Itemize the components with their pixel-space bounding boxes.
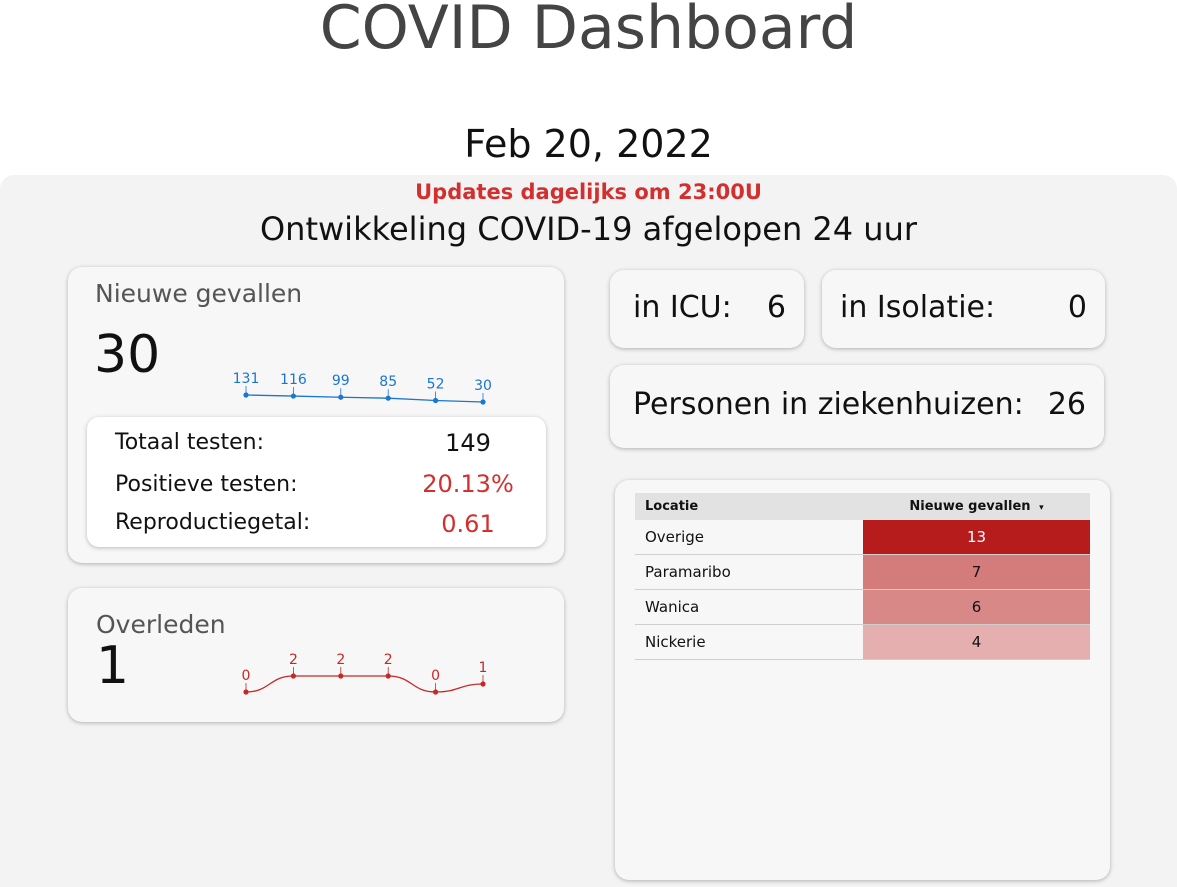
sparkline-label: 131 [233,371,260,387]
table-header-row: Locatie Nieuwe gevallen ▾ [635,493,1090,520]
report-date: Feb 20, 2022 [464,122,713,166]
new-cases-sparkline: 131 116 99 85 52 30 [233,371,492,405]
location-cases: 6 [863,589,1090,625]
sparkline-label: 116 [280,372,307,388]
sparkline-point [243,689,249,695]
sparkline-point [338,673,344,679]
location-cases: 13 [863,520,1090,555]
column-location-label: Locatie [645,499,699,514]
icu-card: in ICU: 6 [610,270,804,348]
sparkline-point [338,394,344,400]
sparkline-label: 1 [479,660,488,676]
sparkline-path [245,394,484,403]
locations-table: Locatie Nieuwe gevallen ▾ Overige 13 Par… [635,493,1090,660]
sparkline-point [385,395,391,401]
location-name: Wanica [635,589,863,625]
sparkline-label: 52 [427,376,445,392]
location-name: Overige [635,520,863,555]
page-title: COVID Dashboard [319,0,858,63]
hospital-value: 26 [1047,387,1086,422]
location-name: Nickerie [635,624,863,660]
hospital-card: Personen in ziekenhuizen: 26 [610,365,1104,448]
reproduction-label: Reproductiegetal: [115,510,311,535]
table-row: Nickerie 4 [635,624,1090,660]
total-tests-label: Totaal testen: [115,430,264,455]
deaths-value: 1 [96,636,130,696]
icu-label: in ICU: [633,290,732,325]
location-cases: 4 [863,624,1090,660]
deaths-sparkline: 0 2 2 2 0 1 [242,652,488,695]
tests-card: Totaal testen: 149 Positieve testen: 20.… [87,417,546,547]
sparkline-label: 0 [242,668,251,684]
table-row: Paramaribo 7 [635,554,1090,590]
sparkline-path [245,675,484,693]
sparkline-point [290,393,296,399]
hospital-label: Personen in ziekenhuizen: [633,387,1024,422]
reproduction-value: 0.61 [441,510,495,538]
positive-tests-value: 20.13% [422,470,514,498]
section-subtitle: Ontwikkeling COVID-19 afgelopen 24 uur [259,210,917,248]
sparkline-label: 30 [474,378,492,394]
isolation-value: 0 [1067,290,1087,325]
location-cases: 7 [863,554,1090,590]
sparkline-label: 2 [336,652,345,668]
sparkline-point [433,397,439,404]
sparkline-point [290,673,296,679]
new-cases-card: Nieuwe gevallen 30 131 116 99 85 52 30 Totaal… [68,267,564,563]
table-row: Overige 13 [635,520,1090,555]
column-header-location[interactable]: Locatie [635,493,863,520]
sparkline-point [243,392,249,398]
isolation-card: in Isolatie: 0 [822,270,1105,348]
sparkline-label: 85 [379,374,397,390]
deaths-label: Overleden [96,610,226,639]
new-cases-label: Nieuwe gevallen [95,279,303,308]
sparkline-point [433,689,439,695]
sort-descending-icon[interactable]: ▾ [1039,503,1044,513]
positive-tests-label: Positieve testen: [115,472,298,497]
deaths-card: Overleden 1 0 2 2 2 0 1 [68,588,564,722]
table-row: Wanica 6 [635,589,1090,625]
column-cases-label: Nieuwe gevallen [909,499,1031,514]
sparkline-label: 0 [431,668,440,684]
total-tests-value: 149 [445,429,491,457]
sparkline-point [480,399,486,405]
isolation-label: in Isolatie: [840,290,996,325]
icu-value: 6 [766,290,786,325]
column-header-cases[interactable]: Nieuwe gevallen ▾ [863,493,1090,520]
location-name: Paramaribo [635,554,863,590]
new-cases-value: 30 [94,325,161,385]
sparkline-label: 99 [332,373,350,389]
sparkline-label: 2 [384,652,393,668]
sparkline-label: 2 [289,652,298,668]
sparkline-point [385,673,391,679]
locations-card: Locatie Nieuwe gevallen ▾ Overige 13 Par… [615,480,1110,880]
updates-note: Updates dagelijks om 23:00U [415,180,762,204]
sparkline-point [480,681,486,687]
